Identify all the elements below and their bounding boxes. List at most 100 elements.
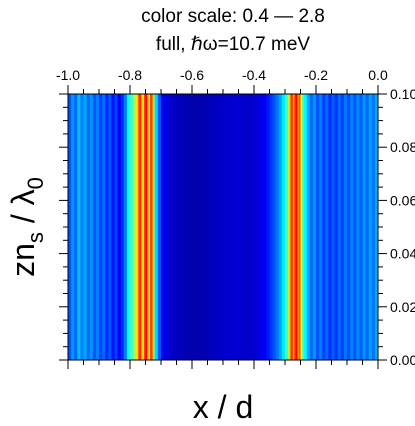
heatmap-cell xyxy=(120,94,125,360)
heatmap-cell xyxy=(347,94,351,360)
y-tick-label: 0.10 xyxy=(390,86,415,102)
x-tick-label: -0.6 xyxy=(180,67,204,83)
y-tick-label: 0.00 xyxy=(390,352,415,368)
heatmap-cell xyxy=(77,94,81,360)
heatmap-cell xyxy=(272,94,277,360)
heatmap-cell xyxy=(306,94,311,360)
heatmap-cell xyxy=(244,94,249,360)
heatmap-cell xyxy=(133,94,137,360)
heatmap-cell xyxy=(356,94,360,360)
heatmap-cell xyxy=(362,94,366,360)
heatmap-cell xyxy=(204,94,208,360)
heatmap-cell xyxy=(145,94,148,360)
heatmap-cell xyxy=(223,94,227,360)
heatmap-cell xyxy=(147,94,149,360)
heatmap-cell xyxy=(325,94,329,360)
x-axis-bottom xyxy=(67,360,379,369)
heatmap-cell xyxy=(350,94,354,360)
heatmap-cell xyxy=(89,94,94,360)
heatmap-cell xyxy=(83,94,87,360)
heatmap-cell xyxy=(192,94,196,360)
heatmap-cell xyxy=(298,94,301,360)
heatmap-cell xyxy=(278,94,283,360)
heatmap-cell xyxy=(142,94,145,360)
x-axis-label: x / d xyxy=(193,389,253,425)
heatmap-cell xyxy=(161,94,165,360)
heatmap-cell xyxy=(292,94,295,360)
heatmap-cell xyxy=(322,94,326,360)
heatmap-cell xyxy=(136,94,139,360)
heatmap-cell xyxy=(154,94,159,360)
heatmap-cell xyxy=(71,94,75,360)
heatmap-cell xyxy=(316,94,320,360)
heatmap-cell xyxy=(157,94,162,360)
x-tick-label: -0.4 xyxy=(242,67,266,83)
heatmap-cell xyxy=(176,94,180,360)
heatmap-cell xyxy=(235,94,239,360)
chart-title-line1: color scale: 0.4 — 2.8 xyxy=(141,6,325,27)
heatmap-cell xyxy=(331,94,335,360)
heatmap-cell xyxy=(68,94,72,360)
heatmap-cell xyxy=(140,94,143,360)
heatmap-cell xyxy=(302,94,304,360)
heatmap-cell xyxy=(130,94,134,360)
heatmap-cell xyxy=(137,94,140,360)
heatmap-cell xyxy=(241,94,246,360)
heatmap-cell xyxy=(213,94,218,360)
heatmap-cell xyxy=(291,94,294,360)
heatmap-cell xyxy=(207,94,211,360)
heatmap-cell xyxy=(151,94,154,360)
heatmap-stripes xyxy=(68,94,378,360)
heatmap-cell xyxy=(365,94,370,360)
heatmap-cell xyxy=(247,94,252,360)
heatmap-cell xyxy=(80,94,84,360)
heatmap-cell xyxy=(170,94,174,360)
y-axis-label-sub1: s xyxy=(23,232,48,243)
heatmap-cell xyxy=(216,94,221,360)
heatmap-cell xyxy=(167,94,171,360)
heatmap-cell xyxy=(260,94,264,360)
heatmap-cell xyxy=(164,94,168,360)
heatmap-cell xyxy=(229,94,233,360)
heatmap-cell xyxy=(312,94,317,360)
heatmap-cell xyxy=(95,94,100,360)
heatmap-cell xyxy=(150,94,153,360)
heatmap-cell xyxy=(111,94,115,360)
heatmap-cell xyxy=(319,94,323,360)
heatmap-cell xyxy=(148,94,151,360)
heatmap-cell xyxy=(343,94,348,360)
heatmap-cell xyxy=(232,94,236,360)
heatmap-cell xyxy=(226,94,230,360)
y-axis-label: zns / λ0 xyxy=(5,177,48,277)
heatmap-cell xyxy=(295,94,298,360)
heatmap-cell xyxy=(114,94,118,360)
heatmap-cell xyxy=(266,94,270,360)
heatmap-cell xyxy=(328,94,332,360)
heatmap-cell xyxy=(300,94,303,360)
heatmap-cell xyxy=(374,94,378,360)
heatmap-cell xyxy=(303,94,308,360)
heatmap-cell xyxy=(117,94,122,360)
heatmap-cell xyxy=(99,94,103,360)
heatmap-cell xyxy=(123,94,128,360)
heatmap-cell xyxy=(254,94,258,360)
heatmap-cell xyxy=(275,94,280,360)
heatmap-cell xyxy=(126,94,131,360)
heatmap-cell xyxy=(153,94,156,360)
chart-title-line2: full, ℏω=10.7 meV xyxy=(156,34,310,55)
heatmap-cell xyxy=(285,94,289,360)
heatmap-cell xyxy=(289,94,292,360)
heatmap-cell xyxy=(139,94,142,360)
heatmap-cell xyxy=(179,94,184,360)
heatmap-cell xyxy=(201,94,205,360)
x-tick-label: 0.0 xyxy=(368,67,388,83)
heatmap-cell xyxy=(340,94,345,360)
heatmap-cell xyxy=(288,94,291,360)
heatmap-cell xyxy=(281,94,286,360)
heatmap-cell xyxy=(143,94,146,360)
heatmap-cell xyxy=(250,94,255,360)
heatmap-cell xyxy=(185,94,190,360)
heatmap-cell xyxy=(334,94,339,360)
x-tick-label: -1.0 xyxy=(56,67,80,83)
heatmap-cell xyxy=(105,94,109,360)
